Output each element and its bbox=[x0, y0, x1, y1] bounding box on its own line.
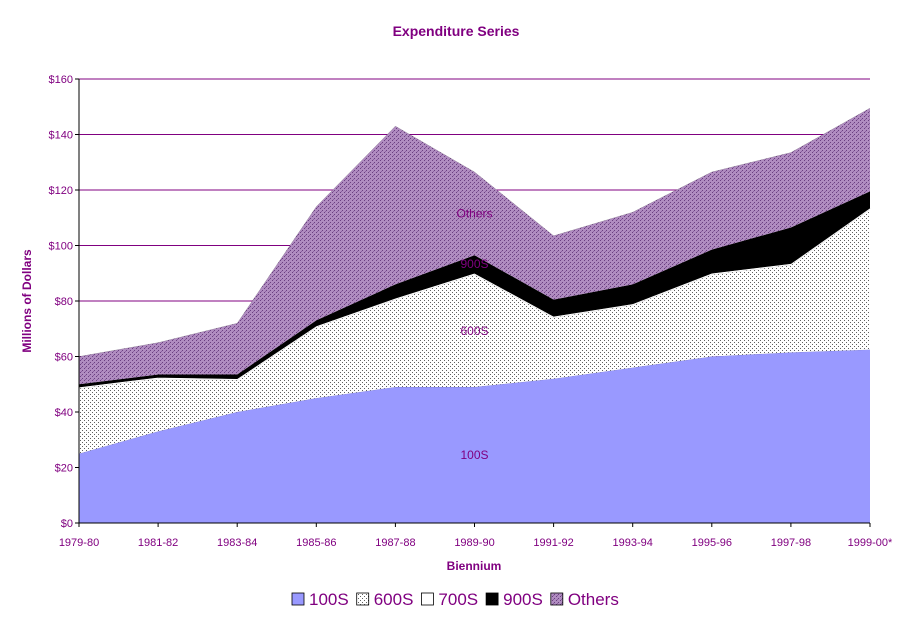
chart-title: Expenditure Series bbox=[393, 23, 520, 39]
legend-label-others: Others bbox=[568, 590, 619, 609]
y-tick-label: $60 bbox=[55, 352, 73, 364]
y-tick-label: $40 bbox=[55, 407, 73, 419]
legend-label-100s: 100S bbox=[309, 590, 349, 609]
area-edge-others bbox=[78, 107, 871, 357]
x-tick-label: 1991-92 bbox=[533, 537, 573, 549]
x-tick-label: 1981-82 bbox=[138, 537, 178, 549]
x-tick-label: 1987-88 bbox=[375, 537, 415, 549]
area-100s bbox=[79, 349, 870, 523]
area-label: 900S bbox=[460, 257, 488, 271]
x-tick-label: 1999-00* bbox=[848, 537, 893, 549]
legend-swatch-100s bbox=[291, 592, 305, 606]
x-tick-label: 1989-90 bbox=[454, 537, 494, 549]
area-label: 600S bbox=[460, 324, 488, 338]
legend-label-700s: 700S bbox=[438, 590, 478, 609]
y-tick-label: $100 bbox=[49, 241, 73, 253]
area-labels: 100S 600S 900S Others bbox=[456, 207, 492, 462]
y-tick-label: $160 bbox=[49, 74, 73, 86]
y-tick-label: $120 bbox=[49, 185, 73, 197]
x-tick-labels: 1979-80 1981-82 1983-84 1985-86 1987-88 1989-… bbox=[59, 523, 893, 549]
area-others bbox=[79, 108, 870, 385]
y-axis-title: Millions of Dollars bbox=[20, 249, 34, 353]
legend-swatch-900s bbox=[485, 592, 499, 606]
y-tick-label: $20 bbox=[55, 463, 73, 475]
x-tick-label: 1995-96 bbox=[692, 537, 732, 549]
stacked-areas bbox=[78, 107, 871, 523]
y-tick-labels: $0 $20 $40 $60 $80 $100 $120 $140 $160 bbox=[49, 74, 79, 530]
x-tick-label: 1993-94 bbox=[613, 537, 653, 549]
legend-label-900s: 900S bbox=[503, 590, 543, 609]
legend-label-600s: 600S bbox=[374, 590, 414, 609]
x-tick-label: 1997-98 bbox=[771, 537, 811, 549]
x-tick-label: 1985-86 bbox=[296, 537, 336, 549]
legend-swatch-700s bbox=[421, 592, 434, 606]
legend-swatch-600s bbox=[356, 592, 370, 606]
legend-swatch-others bbox=[550, 592, 564, 606]
x-axis-title: Biennium bbox=[447, 559, 502, 573]
area-label: 100S bbox=[460, 448, 488, 462]
y-tick-label: $140 bbox=[49, 130, 73, 142]
area-label: Others bbox=[456, 207, 492, 221]
x-tick-label: 1983-84 bbox=[217, 537, 257, 549]
area-600s bbox=[79, 209, 870, 454]
y-tick-label: $0 bbox=[61, 518, 73, 530]
x-tick-label: 1979-80 bbox=[59, 537, 99, 549]
y-tick-label: $80 bbox=[55, 296, 73, 308]
legend: 100S 600S 700S 900S Others bbox=[291, 590, 619, 609]
